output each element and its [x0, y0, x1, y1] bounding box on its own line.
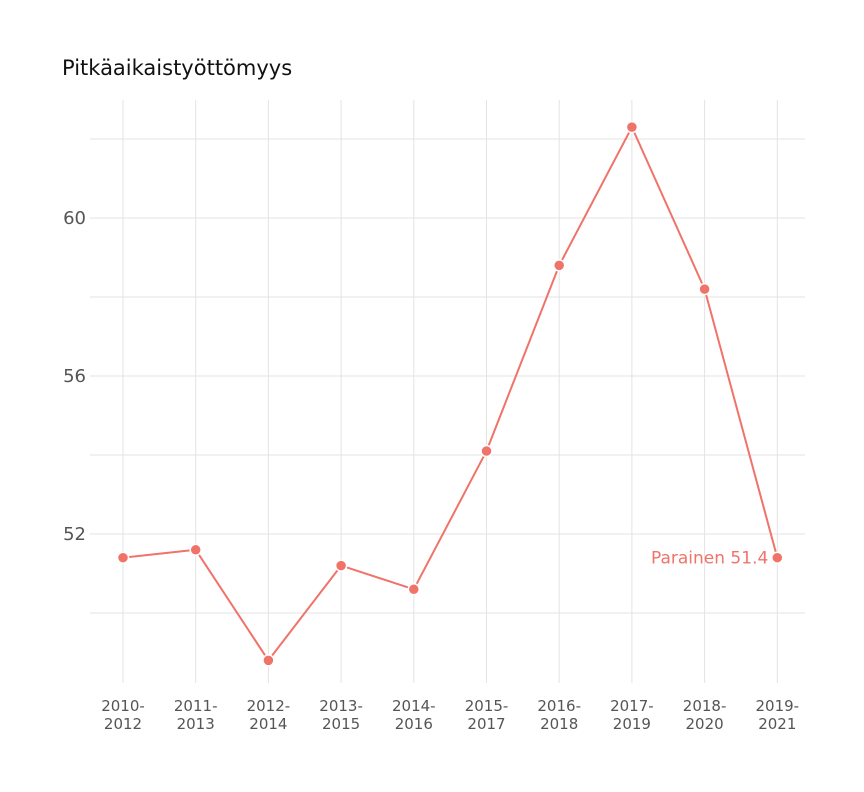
data-point — [407, 583, 421, 596]
data-point — [334, 559, 348, 572]
x-tick-label: 2019-2021 — [756, 697, 800, 733]
label-layer: Parainen 51.4 — [651, 549, 768, 569]
x-tick-label: 2014-2016 — [392, 697, 436, 733]
y-tick-label: 52 — [63, 524, 86, 545]
x-tick-label: 2017-2019 — [610, 697, 654, 733]
data-point — [552, 259, 566, 272]
data-point — [698, 282, 711, 296]
x-tick-label: 2011-2013 — [174, 697, 218, 733]
x-tick-label: 2015-2017 — [465, 697, 509, 733]
x-axis-ticks: 2010-2012 2011-2013 2012-2014 2013-2015 2014… — [101, 697, 799, 733]
data-point — [189, 543, 202, 557]
x-tick-label: 2018-2020 — [683, 697, 727, 733]
data-point — [480, 444, 493, 458]
minor-gridlines — [90, 138, 805, 614]
data-point — [116, 551, 130, 564]
y-tick-label: 56 — [63, 366, 86, 387]
x-tick-label: 2016-2018 — [537, 697, 581, 733]
series-line — [122, 126, 779, 662]
x-tick-label: 2010-2012 — [101, 697, 145, 733]
data-point — [625, 120, 639, 134]
series-end-label: Parainen 51.4 — [651, 549, 768, 569]
x-tick-label: 2012-2014 — [247, 697, 291, 733]
data-point — [262, 654, 275, 667]
vertical-gridlines — [122, 100, 778, 683]
x-tick-label: 2013-2015 — [319, 697, 363, 733]
series-layer — [116, 120, 784, 667]
data-point — [771, 551, 784, 564]
y-tick-label: 60 — [63, 208, 86, 229]
y-axis-ticks: 52 56 60 — [63, 208, 86, 545]
chart-title: Pitkäaikaistyöttömyys — [62, 56, 293, 80]
